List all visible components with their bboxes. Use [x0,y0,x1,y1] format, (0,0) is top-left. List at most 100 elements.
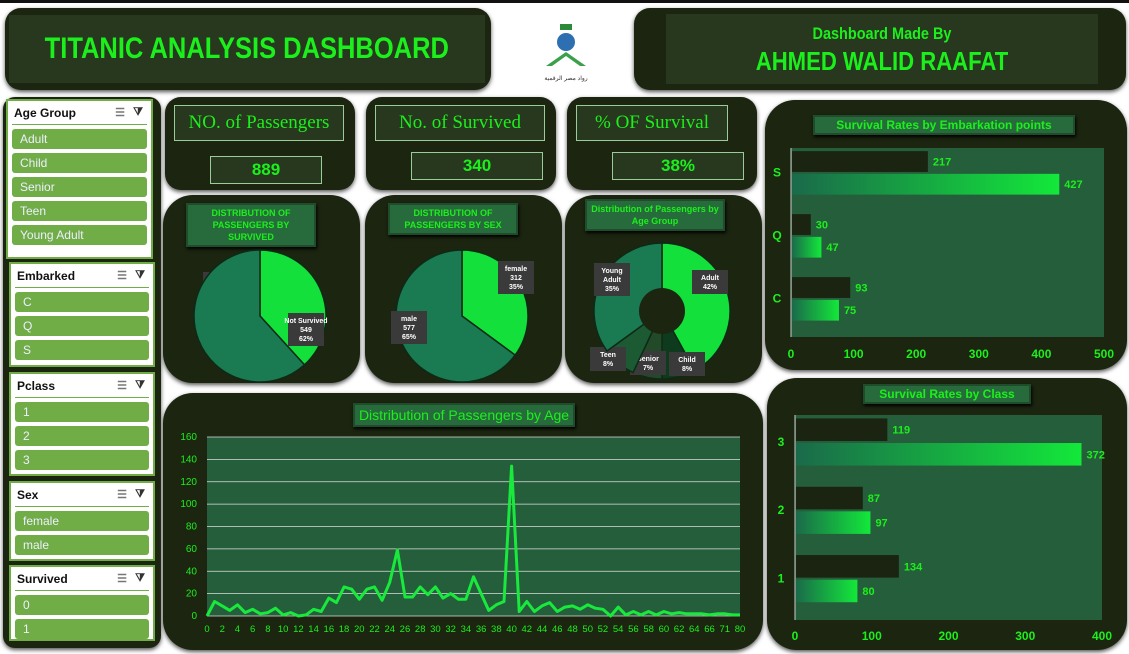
x-tick-label: 34 [461,624,472,635]
y-tick-label: 160 [180,432,197,443]
x-tick-label: 12 [293,624,304,635]
y-tick-label: 20 [186,589,198,600]
slicer-item[interactable]: Teen [12,201,147,221]
data-label: 30 [816,220,828,232]
svg-text:35%: 35% [605,286,620,293]
x-tick-label: 36 [476,624,487,635]
age-chart-title: Distribution of Passengers by Age [353,403,575,427]
x-tick-label: 28 [415,624,426,635]
multi-select-icon[interactable]: ☰ [117,380,127,392]
clear-filter-icon[interactable]: ⧩ [135,269,145,281]
bar[interactable] [792,173,1060,195]
slicer-item[interactable]: Young Adult [12,225,147,245]
svg-text:Adult: Adult [701,275,720,282]
bar[interactable] [796,418,888,441]
bar[interactable] [796,579,858,603]
clear-filter-icon[interactable]: ⧩ [135,488,145,500]
slicer-sex: Sex ☰ ⧩ female male [9,481,155,561]
svg-text:Senior: Senior [637,356,659,363]
bar[interactable] [796,555,899,578]
slicer-item[interactable]: 1 [15,619,149,639]
x-tick-label: 66 [704,624,715,635]
embark-chart-title: Survival Rates by Embarkation points [813,115,1075,135]
x-tick-label: 54 [613,624,624,635]
slicer-item[interactable]: female [15,511,149,531]
bar[interactable] [792,277,851,298]
x-tick-label: 8 [265,624,270,635]
bar[interactable] [792,151,928,172]
slicer-title: Pclass [17,378,56,393]
x-tick-label: 14 [308,624,319,635]
slicer-item[interactable]: Q [15,316,149,336]
kpi-label: % OF Survival [576,105,728,141]
slicer-item[interactable]: 3 [15,450,149,470]
svg-text:7%: 7% [643,365,654,372]
bar[interactable] [796,443,1082,466]
embark-bar-chart: S 217 427 Q 30 47 C 93 75 0 100 200 300 400 500 [772,148,1114,361]
pie-slice-not-survived[interactable] [193,249,306,383]
data-label: Not Survived 549 62% [284,313,328,346]
data-label: Young Adult 35% [594,263,630,296]
pie-slice-male[interactable] [395,249,517,383]
svg-text:Child: Child [678,357,696,364]
slicer-title: Sex [17,487,39,502]
age-line-series[interactable] [205,464,740,618]
x-tick-label: 400 [1031,347,1051,361]
data-label: 119 [892,425,910,437]
slicer-item[interactable]: S [15,340,149,360]
y-tick-label: 140 [180,454,197,465]
category-label: S [773,165,781,179]
bar[interactable] [792,214,811,235]
svg-text:62%: 62% [299,336,314,343]
x-tick-label: 42 [522,624,533,635]
data-label: 372 [1087,449,1105,461]
x-tick-label: 200 [906,347,926,361]
y-tick-label: 80 [186,522,198,533]
x-tick-label: 40 [506,624,517,635]
slicer-item[interactable]: Child [12,153,147,173]
slicer-item[interactable]: 2 [15,426,149,446]
pie-chart: Adult 42% Child 8% Senior 7% Teen 8% Young Adult 3… [590,242,731,380]
x-tick-label: 2 [220,624,225,635]
clear-filter-icon[interactable]: ⧩ [133,106,143,118]
class-bar-chart: 3 119 372 2 87 97 1 134 80 0 100 200 300 400 [778,415,1112,643]
y-tick-label: 40 [186,566,198,577]
y-tick-label: 100 [180,499,197,510]
data-label: 87 [868,493,880,505]
svg-text:42%: 42% [703,284,718,291]
slicer-item[interactable]: 0 [15,595,149,615]
donut-hole [639,288,685,334]
slicer-item[interactable]: Senior [12,177,147,197]
data-label: 134 [904,561,923,573]
y-tick-label: 60 [186,544,198,555]
x-tick-label: 48 [567,624,578,635]
x-tick-label: 300 [969,347,989,361]
slicer-item[interactable]: C [15,292,149,312]
bar[interactable] [792,299,839,321]
multi-select-icon[interactable]: ☰ [117,270,127,282]
title-panel: TITANIC ANALYSIS DASHBOARD [5,8,491,90]
slicer-item[interactable]: male [15,535,149,555]
clear-filter-icon[interactable]: ⧩ [135,572,145,584]
x-tick-label: 4 [235,624,240,635]
kpi-value: 889 [210,156,322,184]
slicer-item[interactable]: Adult [12,129,147,149]
author-name: AHMED WALID RAAFAT [755,46,1009,76]
slicer-title: Age Group [14,105,76,120]
slicer-embarked: Embarked ☰ ⧩ C Q S [9,262,155,367]
bar[interactable] [796,511,871,534]
y-tick-label: 120 [180,477,197,488]
multi-select-icon[interactable]: ☰ [117,489,127,501]
multi-select-icon[interactable]: ☰ [115,107,125,119]
pie-chart: female 312 35% male 577 65% [391,249,534,383]
bar[interactable] [792,236,822,258]
bar[interactable] [796,486,863,510]
clear-filter-icon[interactable]: ⧩ [135,379,145,391]
svg-text:female: female [505,266,527,273]
slicer-item[interactable]: 1 [15,402,149,422]
data-label: 217 [933,157,951,169]
x-tick-label: 32 [445,624,456,635]
class-chart-title: Survival Rates by Class [863,384,1031,404]
x-tick-label: 58 [643,624,654,635]
multi-select-icon[interactable]: ☰ [117,573,127,585]
